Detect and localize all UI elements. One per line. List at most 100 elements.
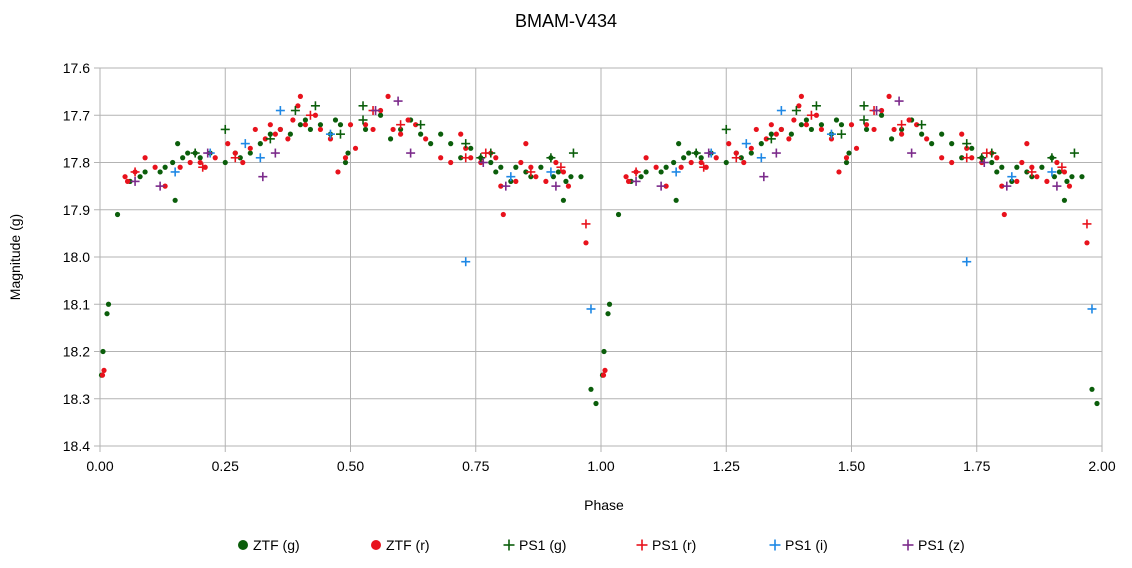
data-point [663, 164, 669, 170]
data-point [686, 150, 692, 156]
data-point [999, 183, 1005, 189]
data-point [325, 129, 335, 139]
data-point [390, 126, 396, 133]
data-point [959, 131, 965, 137]
data-point [347, 122, 354, 128]
data-point [962, 153, 972, 163]
data-point [673, 197, 679, 203]
data-point [170, 167, 180, 177]
data-point [310, 101, 320, 111]
data-point [871, 126, 877, 133]
data-point [897, 120, 907, 130]
data-point [748, 145, 754, 151]
data-point [220, 124, 230, 134]
data-point [555, 169, 562, 175]
data-point [1066, 183, 1073, 189]
data-point [949, 159, 955, 166]
data-point [506, 172, 516, 182]
data-point [723, 159, 729, 166]
data-point [362, 122, 369, 128]
data-point [994, 155, 1000, 161]
data-point [806, 110, 816, 120]
data-point [653, 164, 659, 170]
data-point [748, 150, 754, 156]
data-point [836, 169, 842, 175]
y-tick-label: 18.2 [63, 344, 90, 360]
data-point [578, 174, 584, 180]
data-point [416, 120, 426, 130]
data-point [277, 126, 283, 133]
y-tick-label: 18.1 [63, 296, 90, 312]
data-point [423, 136, 429, 142]
data-point [691, 148, 701, 158]
data-point [463, 145, 469, 151]
data-point [1002, 181, 1012, 191]
data-point [175, 141, 181, 147]
data-point [798, 93, 805, 99]
data-point [643, 169, 649, 175]
legend-marker [636, 539, 648, 551]
data-point [377, 112, 384, 118]
data-point [1057, 162, 1067, 172]
data-point [232, 150, 238, 156]
data-point [345, 150, 351, 156]
data-point [99, 372, 106, 378]
data-point [625, 178, 632, 184]
x-tick-label: 0.25 [212, 458, 239, 474]
data-point [290, 106, 300, 116]
data-point [808, 126, 815, 133]
data-point [753, 126, 759, 133]
data-point [332, 117, 339, 123]
data-point [190, 148, 200, 158]
data-point [481, 148, 491, 158]
data-point [1014, 178, 1020, 184]
data-point [493, 155, 499, 161]
data-point [848, 122, 855, 128]
data-point [638, 174, 644, 180]
y-tick-label: 18.3 [63, 391, 90, 407]
data-point [438, 131, 444, 137]
data-point [771, 148, 781, 158]
data-point [1044, 178, 1050, 184]
y-axis-title: Magnitude (g) [7, 214, 23, 300]
x-tick-label: 1.25 [713, 458, 740, 474]
data-point [358, 115, 368, 125]
data-point [1084, 240, 1090, 246]
data-point [275, 106, 285, 116]
data-point [458, 131, 464, 137]
x-tick-labels: 0.00 0.25 0.50 0.75 1.00 1.25 1.50 1.75 2.00 [86, 458, 1115, 474]
data-point [688, 159, 694, 166]
x-tick-label: 2.00 [1088, 458, 1115, 474]
data-point [602, 367, 608, 373]
data-point [836, 129, 846, 139]
data-point [551, 181, 561, 191]
data-point [556, 162, 566, 172]
data-point [979, 158, 989, 167]
data-point [919, 131, 925, 137]
series-3 [130, 106, 1092, 229]
data-point [1061, 169, 1068, 175]
data-point [917, 120, 927, 130]
data-point [560, 197, 567, 203]
legend-marker [238, 540, 248, 550]
data-point [114, 211, 121, 218]
data-point [305, 110, 315, 120]
data-point [962, 139, 972, 149]
data-point [335, 129, 345, 139]
data-point [886, 93, 892, 99]
data-point [989, 159, 995, 166]
data-point [581, 219, 591, 229]
data-point [791, 106, 801, 116]
data-point [285, 136, 291, 142]
data-point [643, 155, 649, 161]
data-point [763, 136, 769, 142]
series-2 [190, 101, 1079, 163]
data-point [565, 183, 572, 189]
data-point [270, 148, 280, 158]
data-point [1027, 167, 1037, 177]
data-point [290, 117, 296, 123]
data-point [461, 153, 471, 163]
data-point [1051, 174, 1058, 180]
x-tick-label: 0.00 [86, 458, 113, 474]
data-point [1064, 178, 1070, 184]
